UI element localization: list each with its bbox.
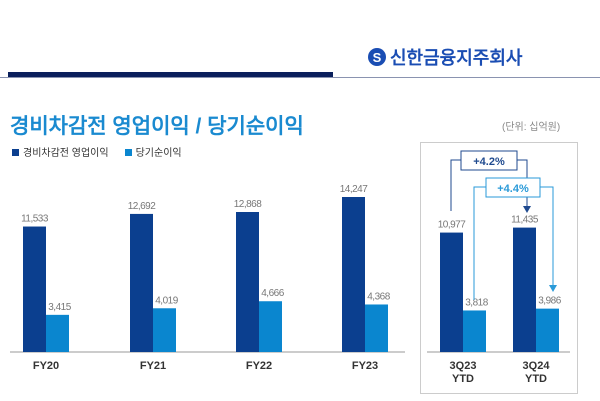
data-label: 3,818 xyxy=(465,297,488,308)
category-label: FY22 xyxy=(246,360,272,372)
growth-label-operating: +4.2% xyxy=(473,156,505,168)
category-label: FY23 xyxy=(352,360,378,372)
header-divider xyxy=(0,77,600,78)
legend: 경비차감전 영업이익 당기순이익 xyxy=(12,144,182,159)
bar-net xyxy=(259,301,282,352)
bar-net xyxy=(463,310,486,352)
data-label: 3,986 xyxy=(538,296,561,307)
growth-connector-net xyxy=(540,186,554,286)
data-label: 4,019 xyxy=(155,295,178,306)
data-label: 4,368 xyxy=(367,291,390,302)
category-label: 3Q23 xyxy=(450,360,477,372)
header-accent-bar xyxy=(8,72,333,78)
category-label: 3Q24 xyxy=(523,360,551,372)
legend-item-net: 당기순이익 xyxy=(124,144,182,159)
bar-net xyxy=(153,308,176,352)
data-label: 12,868 xyxy=(234,199,263,210)
bar-operating xyxy=(23,226,46,352)
bar-operating xyxy=(440,232,463,352)
bar-net xyxy=(536,308,559,352)
bar-operating xyxy=(513,227,536,352)
growth-connector-net xyxy=(473,186,486,300)
bar-operating xyxy=(130,213,153,352)
data-label: 12,692 xyxy=(128,201,157,212)
growth-badge-operating xyxy=(460,150,518,171)
growth-badge-net xyxy=(485,177,541,198)
category-label: YTD xyxy=(452,373,474,385)
data-label: 3,415 xyxy=(48,302,71,313)
data-label: 11,435 xyxy=(511,215,539,226)
unit-label: (단위: 십억원) xyxy=(502,122,561,133)
company-name: 신한금융지주회사 xyxy=(390,48,523,68)
arrow-down-icon xyxy=(549,285,557,292)
shinhan-logo-icon: S xyxy=(368,48,386,66)
company-logo: S 신한금융지주회사 xyxy=(368,44,522,70)
data-label: 14,247 xyxy=(340,184,369,195)
page-title: 경비차감전 영업이익 / 당기순이익 xyxy=(10,115,304,138)
growth-connector-operating xyxy=(450,159,461,211)
data-label: 11,533 xyxy=(21,214,49,225)
data-label: 10,977 xyxy=(438,220,467,231)
arrow-down-icon xyxy=(523,206,531,213)
category-label: FY21 xyxy=(140,360,166,372)
category-label: YTD xyxy=(525,373,547,385)
bar-operating xyxy=(342,197,365,352)
category-label: FY20 xyxy=(33,360,59,372)
legend-item-operating: 경비차감전 영업이익 xyxy=(12,144,109,159)
bar-net xyxy=(365,304,388,352)
bar-operating xyxy=(236,212,259,352)
bar-net xyxy=(46,314,69,352)
growth-label-net: +4.4% xyxy=(497,183,529,195)
data-label: 4,666 xyxy=(261,288,284,299)
ytd-panel xyxy=(420,142,578,394)
